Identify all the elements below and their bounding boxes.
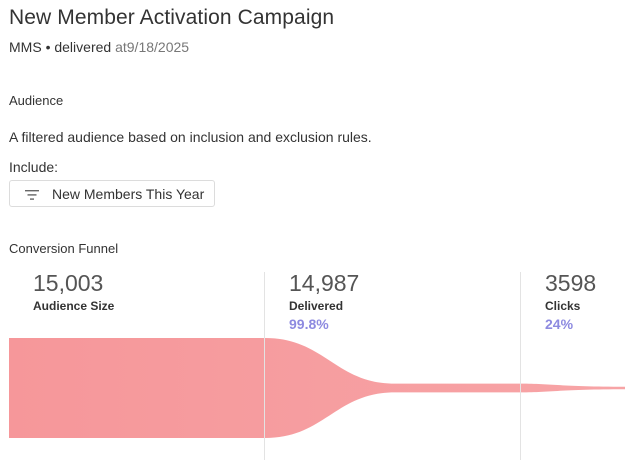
funnel-divider (264, 272, 265, 460)
stage-audience-size: 15,003 Audience Size (33, 268, 114, 313)
page-title: New Member Activation Campaign (9, 6, 335, 29)
stage-count: 14,987 (289, 270, 360, 296)
date-prefix: at (115, 39, 127, 55)
stage-clicks: 3598 Clicks 24% (545, 268, 596, 332)
audience-section-title: Audience (9, 93, 64, 108)
channel-label: MMS (9, 39, 42, 55)
funnel-section-title: Conversion Funnel (9, 241, 119, 256)
conversion-funnel (9, 268, 625, 460)
funnel-band (9, 338, 625, 438)
include-label: Include: (9, 159, 59, 175)
funnel-shape (9, 338, 625, 438)
meta-separator: • (45, 39, 51, 55)
status-label: delivered (54, 39, 112, 55)
stage-name: Delivered (289, 299, 344, 313)
stage-name: Audience Size (33, 299, 115, 313)
stage-percent: 24% (545, 316, 574, 332)
funnel-divider (520, 272, 521, 460)
stage-percent: 99.8% (289, 316, 329, 332)
stage-delivered: 14,987 Delivered 99.8% (289, 268, 359, 332)
campaign-meta: MMS • delivered at9/18/2025 (9, 39, 189, 55)
stage-name: Clicks (545, 299, 581, 313)
segment-chip[interactable]: New Members This Year (9, 180, 215, 207)
date-value: 9/18/2025 (126, 39, 190, 55)
audience-description: A filtered audience based on inclusion a… (9, 129, 372, 145)
segment-label: New Members This Year (52, 185, 205, 202)
filter-icon (25, 188, 39, 200)
stage-count: 3598 (545, 270, 597, 296)
stage-count: 15,003 (33, 270, 104, 296)
